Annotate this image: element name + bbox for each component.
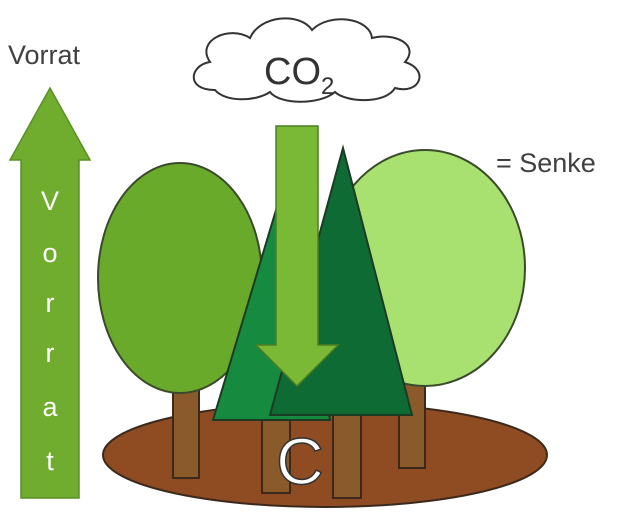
stock-letter: V (41, 186, 59, 216)
sink-label: = Senke (496, 148, 596, 178)
trunks (172, 369, 426, 499)
stock-letter: a (42, 392, 58, 422)
stock-letter: r (46, 288, 55, 318)
co2-label: CO2 (264, 51, 334, 100)
cloud (192, 17, 421, 103)
uptake-arrow (254, 125, 340, 388)
carbon-label: C (276, 424, 324, 498)
stock-letters: Vorrat (41, 186, 59, 476)
stock-letter: t (46, 446, 54, 476)
stock-arrow (8, 86, 92, 499)
stock-letter: r (46, 338, 55, 368)
stock-letter: o (42, 238, 57, 268)
stock-title: Vorrat (8, 40, 81, 70)
